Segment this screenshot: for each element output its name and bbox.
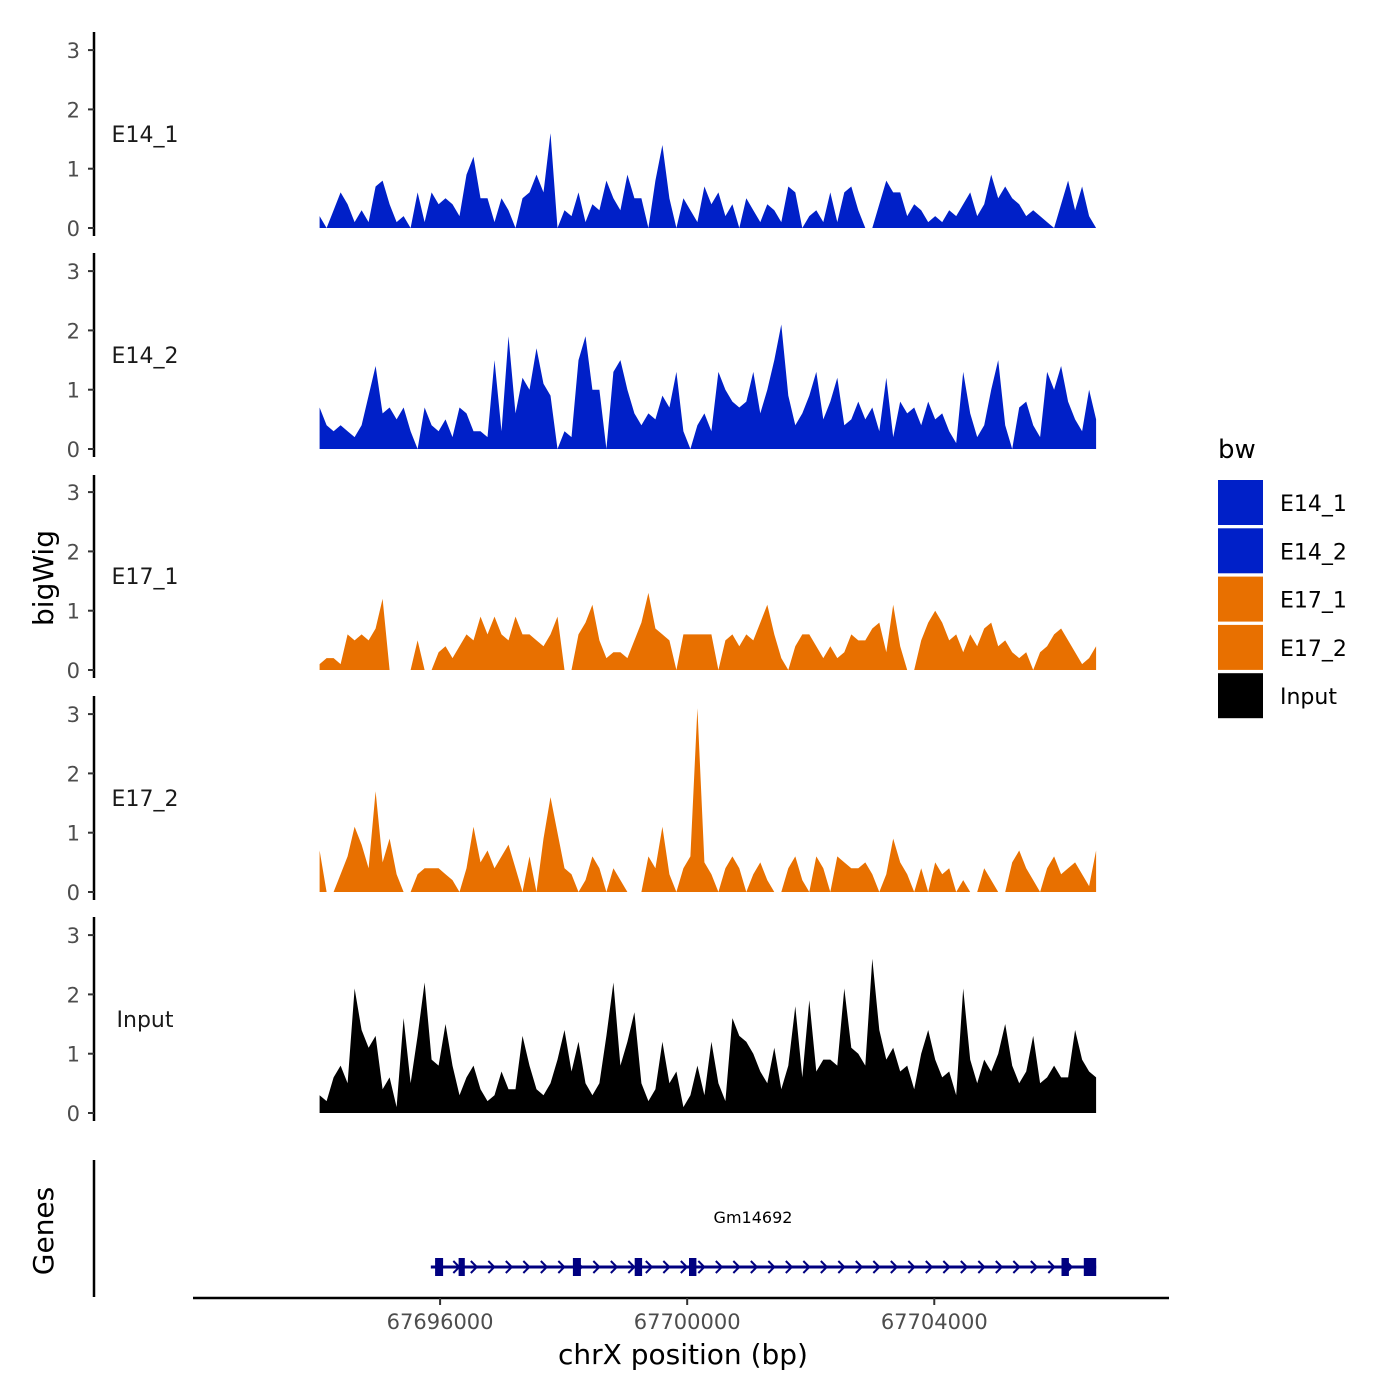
x-tick-label: 67696000: [387, 1310, 494, 1334]
y-tick-label: 0: [67, 438, 80, 462]
strand-arrow: [732, 1260, 741, 1274]
y-tick-label: 0: [67, 881, 80, 905]
strand-arrow: [1030, 1260, 1039, 1274]
track-label: E17_1: [112, 565, 179, 590]
track-label: E14_1: [112, 123, 179, 148]
legend: bw E14_1 E14_2 E17_1 E17_2 Input: [1218, 435, 1347, 719]
strand-arrow: [960, 1260, 969, 1274]
strand-arrow: [977, 1260, 986, 1274]
y-tick-label: 3: [67, 924, 80, 948]
strand-arrow: [820, 1260, 829, 1274]
legend-swatch-e14-1: [1218, 480, 1263, 525]
strand-arrow: [592, 1260, 601, 1274]
x-axis: 67696000 67700000 67704000: [193, 1296, 1169, 1334]
y-tick-label: 1: [67, 379, 80, 403]
legend-swatch-e14-2: [1218, 528, 1263, 574]
track-label: E14_2: [112, 344, 179, 369]
strand-arrow: [522, 1260, 531, 1274]
strand-arrow: [627, 1260, 636, 1274]
track-label: Input: [117, 1008, 174, 1033]
strand-arrow: [837, 1260, 846, 1274]
y-axis-title: bigWig: [27, 530, 60, 626]
y-tick-label: 2: [67, 762, 80, 786]
track-e17-2: 0 1 2 3 E17_2: [67, 696, 1097, 905]
strand-arrow: [697, 1260, 706, 1274]
legend-label: E14_1: [1280, 492, 1347, 517]
legend-title: bw: [1218, 435, 1256, 465]
legend-swatch-input: [1218, 673, 1263, 719]
strand-arrow: [540, 1260, 549, 1274]
y-tick-label: 2: [67, 540, 80, 564]
x-tick-label: 67700000: [634, 1310, 741, 1334]
strand-arrow: [1047, 1260, 1056, 1274]
strand-arrow: [767, 1260, 776, 1274]
strand-arrow: [907, 1260, 916, 1274]
x-tick-label: 67704000: [881, 1310, 988, 1334]
track-label: E17_2: [112, 787, 179, 812]
y-tick-label: 0: [67, 659, 80, 683]
strand-arrow: [750, 1260, 759, 1274]
strand-arrow: [557, 1260, 566, 1274]
exon-block: [1061, 1258, 1069, 1276]
strand-arrow: [505, 1260, 514, 1274]
exon-block: [1083, 1258, 1097, 1276]
exon-block: [634, 1258, 643, 1276]
strand-arrow: [487, 1260, 496, 1274]
y-tick-label: 0: [67, 217, 80, 241]
signal-area: [319, 133, 1097, 228]
signal-tracks: 0 1 2 3 E14_1 0 1 2 3 E14_2 0 1 2 3 E17_1 0 1 2 3 E17_2 0 1 2 3…: [67, 32, 1097, 1126]
strand-arrow: [785, 1260, 794, 1274]
y-tick-label: 2: [67, 98, 80, 122]
signal-area: [319, 324, 1097, 449]
strand-arrow: [1012, 1260, 1021, 1274]
track-e14-1: 0 1 2 3 E14_1: [67, 32, 1097, 241]
gene-name-label: Gm14692: [714, 1208, 793, 1227]
y-tick-label: 3: [67, 260, 80, 284]
signal-area: [319, 592, 1097, 670]
strand-arrow: [942, 1260, 951, 1274]
track-e14-2: 0 1 2 3 E14_2: [67, 253, 1097, 462]
genes-axis-title: Genes: [27, 1187, 60, 1275]
strand-arrow: [925, 1260, 934, 1274]
legend-swatch-e17-1: [1218, 576, 1263, 622]
legend-label: Input: [1280, 685, 1337, 710]
strand-arrow: [662, 1260, 671, 1274]
strand-arrow: [470, 1260, 479, 1274]
strand-arrow: [890, 1260, 899, 1274]
strand-arrow: [995, 1260, 1004, 1274]
exon-block: [435, 1258, 444, 1276]
signal-area: [319, 958, 1097, 1113]
y-tick-label: 3: [67, 39, 80, 63]
y-tick-label: 1: [67, 822, 80, 846]
legend-label: E17_1: [1280, 589, 1347, 614]
legend-label: E17_2: [1280, 637, 1347, 662]
strand-arrow: [645, 1260, 654, 1274]
y-tick-label: 0: [67, 1102, 80, 1126]
exon-block: [689, 1258, 697, 1276]
track-input: 0 1 2 3 Input: [67, 917, 1097, 1126]
y-tick-label: 2: [67, 319, 80, 343]
genes-track: [92, 1160, 1097, 1297]
track-e17-1: 0 1 2 3 E17_1: [67, 475, 1097, 683]
y-tick-label: 3: [67, 481, 80, 505]
y-tick-label: 1: [67, 600, 80, 624]
exon-block: [458, 1258, 465, 1276]
exon-block: [572, 1258, 581, 1276]
strand-arrow: [715, 1260, 724, 1274]
y-tick-label: 3: [67, 703, 80, 727]
strand-arrow: [680, 1260, 689, 1274]
strand-arrow: [872, 1260, 881, 1274]
legend-swatch-e17-2: [1218, 624, 1263, 670]
strand-arrow: [610, 1260, 619, 1274]
y-tick-label: 1: [67, 1043, 80, 1067]
strand-arrow: [802, 1260, 811, 1274]
y-tick-label: 2: [67, 983, 80, 1007]
signal-area: [319, 708, 1097, 892]
x-axis-title: chrX position (bp): [558, 1338, 808, 1371]
legend-label: E14_2: [1280, 540, 1347, 565]
y-tick-label: 1: [67, 158, 80, 182]
strand-arrow: [855, 1260, 864, 1274]
